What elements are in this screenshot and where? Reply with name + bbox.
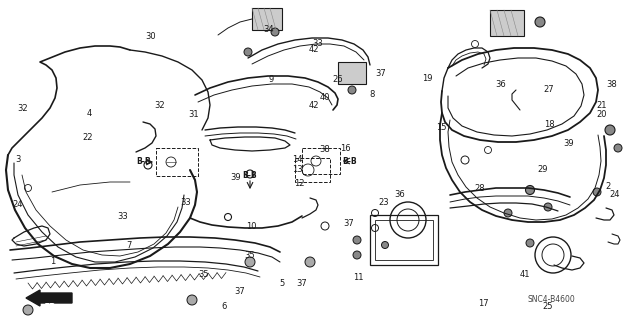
Circle shape [525, 186, 534, 195]
Circle shape [381, 241, 388, 249]
Bar [490, 10, 524, 36]
Circle shape [348, 86, 356, 94]
Text: 40: 40 [320, 93, 330, 102]
Text: SNC4-B4600: SNC4-B4600 [527, 295, 575, 305]
Text: 41: 41 [520, 270, 530, 279]
Text: 42: 42 [308, 45, 319, 54]
Text: 3: 3 [15, 155, 20, 164]
Bar [375, 220, 433, 260]
Text: 21: 21 [596, 101, 607, 110]
Bar [295, 158, 330, 182]
Text: 42: 42 [308, 101, 319, 110]
Text: 15: 15 [436, 123, 447, 132]
Text: 30: 30 [145, 32, 156, 41]
Text: 5: 5 [279, 279, 284, 288]
Text: 16: 16 [340, 144, 351, 153]
Text: 35: 35 [244, 251, 255, 260]
Text: 2: 2 [605, 182, 611, 191]
Text: 13: 13 [292, 165, 303, 174]
Text: 25: 25 [542, 302, 552, 311]
Circle shape [535, 17, 545, 27]
Text: 26: 26 [332, 75, 342, 84]
Circle shape [605, 125, 615, 135]
Bar [338, 62, 366, 84]
Text: 32: 32 [155, 101, 165, 110]
Text: 36: 36 [495, 80, 506, 89]
Bar [302, 148, 340, 174]
Text: 24: 24 [609, 190, 620, 199]
Text: FR.: FR. [44, 303, 60, 313]
Circle shape [504, 209, 512, 217]
Text: 23: 23 [379, 198, 389, 207]
Text: 37: 37 [297, 279, 307, 288]
Circle shape [353, 236, 361, 244]
Circle shape [614, 144, 622, 152]
Text: B-B: B-B [342, 157, 357, 166]
Bar [370, 215, 438, 265]
Text: 37: 37 [344, 219, 354, 228]
Circle shape [187, 295, 197, 305]
Text: 27: 27 [544, 85, 554, 94]
Text: 18: 18 [544, 120, 554, 129]
Text: 33: 33 [118, 212, 128, 221]
Text: 9: 9 [268, 75, 273, 84]
Text: 38: 38 [606, 80, 616, 89]
Text: 17: 17 [478, 299, 488, 308]
Text: 39: 39 [230, 173, 241, 182]
Text: 22: 22 [83, 133, 93, 142]
Text: 7: 7 [127, 241, 132, 250]
Text: 28: 28 [475, 184, 485, 193]
Circle shape [526, 239, 534, 247]
Text: 20: 20 [596, 110, 607, 119]
Text: 32: 32 [17, 104, 28, 113]
Text: 38: 38 [320, 145, 330, 154]
Text: 39: 39 [563, 139, 573, 148]
Circle shape [593, 188, 601, 196]
Text: 31: 31 [188, 110, 198, 119]
Text: 19: 19 [422, 74, 433, 83]
Circle shape [544, 203, 552, 211]
Text: B-B: B-B [137, 158, 151, 167]
Text: 37: 37 [376, 69, 386, 78]
Text: 1: 1 [50, 257, 55, 266]
Text: 11: 11 [353, 273, 364, 282]
Text: 29: 29 [538, 165, 548, 174]
Text: 4: 4 [87, 109, 92, 118]
Circle shape [271, 28, 279, 36]
Text: 33: 33 [313, 39, 323, 48]
Bar [156, 148, 198, 176]
Text: 12: 12 [294, 179, 305, 188]
Text: 34: 34 [264, 25, 274, 34]
Text: 24: 24 [13, 200, 23, 209]
Text: 37: 37 [235, 287, 245, 296]
FancyArrow shape [26, 290, 72, 306]
Circle shape [353, 251, 361, 259]
Text: 10: 10 [246, 222, 256, 231]
Text: 8: 8 [370, 90, 375, 99]
Text: B-B: B-B [243, 170, 257, 180]
Text: 6: 6 [221, 302, 227, 311]
Bar [252, 8, 282, 30]
Text: 36: 36 [395, 190, 405, 199]
Text: 35: 35 [198, 270, 209, 279]
Text: 14: 14 [292, 155, 303, 164]
Text: 33: 33 [180, 198, 191, 207]
Circle shape [23, 305, 33, 315]
Circle shape [244, 48, 252, 56]
Circle shape [305, 257, 315, 267]
Circle shape [245, 257, 255, 267]
